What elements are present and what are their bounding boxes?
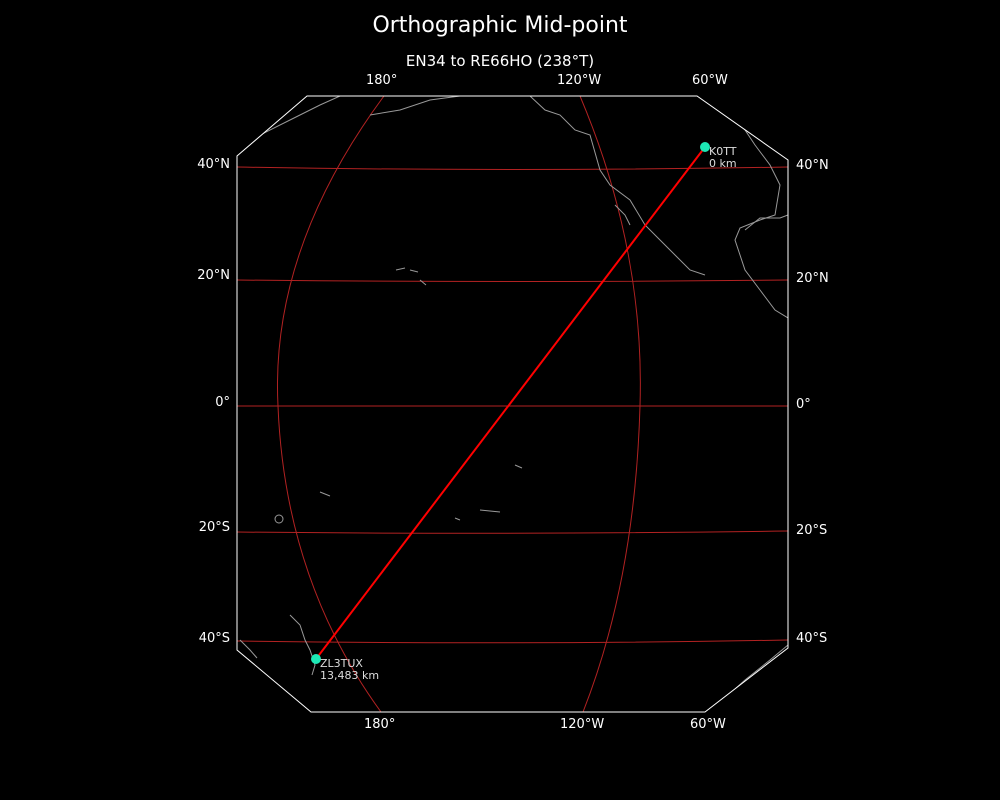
lon-label-bottom: 60°W [690, 717, 726, 732]
station-marker-zl3tux [311, 654, 321, 664]
map-title: Orthographic Mid-point [372, 13, 628, 38]
lat-label-right: 20°N [796, 271, 829, 286]
map-area [237, 96, 788, 712]
lat-label-left: 20°S [198, 520, 230, 535]
lat-label-left: 40°S [198, 631, 230, 646]
station-call-k0tt: K0TT [709, 145, 737, 158]
lon-label-bottom: 120°W [560, 717, 605, 732]
lon-label-bottom: 180° [364, 717, 396, 732]
station-marker-k0tt [700, 142, 710, 152]
lat-label-left: 0° [215, 395, 230, 410]
parallel-20s [237, 530, 788, 534]
lon-label-top: 180° [366, 73, 398, 88]
parallel-40n [237, 166, 788, 170]
parallel-40s [237, 639, 788, 644]
lat-label-left: 20°N [197, 268, 230, 283]
meridian-60w [704, 96, 788, 712]
map-border [236, 95, 789, 713]
lon-label-top: 60°W [692, 73, 728, 88]
map-subtitle: EN34 to RE66HO (238°T) [405, 52, 595, 70]
meridian-180 [276, 96, 385, 712]
station-distance-k0tt: 0 km [709, 157, 737, 170]
lon-label-top: 120°W [557, 73, 602, 88]
graticule [237, 96, 788, 712]
lat-label-left: 40°N [197, 157, 230, 172]
station-distance-zl3tux: 13,483 km [320, 669, 379, 682]
lat-label-right: 20°S [796, 523, 828, 538]
lat-label-right: 0° [796, 397, 811, 412]
coastlines [239, 96, 788, 712]
parallel-20n [237, 279, 788, 282]
station-call-zl3tux: ZL3TUX [320, 657, 363, 670]
lat-label-right: 40°S [796, 631, 828, 646]
great-circle-path [315, 146, 706, 660]
meridian-120w [579, 96, 641, 712]
lat-label-right: 40°N [796, 158, 829, 173]
